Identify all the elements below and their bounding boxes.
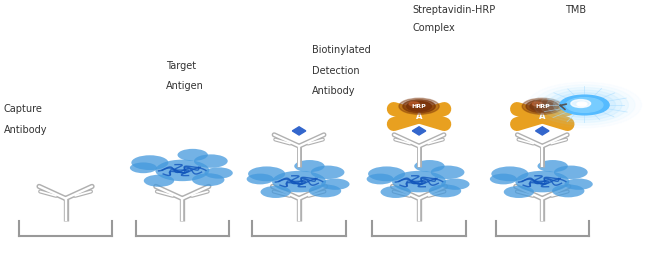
Circle shape — [534, 85, 635, 125]
Circle shape — [522, 98, 562, 114]
Circle shape — [130, 162, 157, 173]
Circle shape — [554, 166, 588, 179]
Circle shape — [131, 155, 168, 170]
Circle shape — [577, 102, 587, 106]
Circle shape — [538, 160, 568, 172]
Circle shape — [192, 173, 224, 186]
Circle shape — [564, 179, 593, 190]
Text: A: A — [416, 112, 422, 121]
Circle shape — [246, 174, 274, 184]
Circle shape — [553, 93, 616, 118]
Text: Antigen: Antigen — [166, 81, 204, 91]
Circle shape — [530, 101, 554, 111]
Text: Antibody: Antibody — [312, 86, 356, 96]
Polygon shape — [412, 127, 426, 135]
Circle shape — [392, 171, 446, 192]
Circle shape — [441, 179, 469, 190]
Text: Biotinylated: Biotinylated — [312, 45, 370, 55]
Circle shape — [526, 100, 558, 113]
Circle shape — [399, 98, 439, 114]
Text: Target: Target — [166, 61, 196, 70]
Circle shape — [380, 186, 411, 198]
Circle shape — [177, 149, 208, 161]
Circle shape — [155, 160, 209, 181]
Circle shape — [491, 166, 528, 181]
Circle shape — [311, 166, 344, 179]
Circle shape — [552, 184, 584, 197]
Circle shape — [571, 100, 591, 107]
Circle shape — [532, 102, 542, 106]
Circle shape — [515, 171, 569, 192]
Circle shape — [367, 174, 394, 184]
Text: HRP: HRP — [411, 104, 426, 109]
Polygon shape — [536, 127, 549, 135]
Circle shape — [321, 179, 350, 190]
Circle shape — [560, 95, 609, 115]
Circle shape — [429, 184, 461, 197]
Circle shape — [368, 166, 405, 181]
Circle shape — [248, 166, 285, 181]
Circle shape — [272, 171, 326, 192]
Circle shape — [431, 166, 465, 179]
Text: TMB: TMB — [565, 5, 586, 15]
Circle shape — [407, 101, 432, 111]
Text: Complex: Complex — [413, 23, 455, 33]
Circle shape — [409, 102, 419, 106]
Circle shape — [547, 90, 622, 120]
Circle shape — [261, 186, 291, 198]
Circle shape — [144, 175, 174, 187]
Circle shape — [566, 98, 603, 112]
Text: Antibody: Antibody — [4, 125, 47, 135]
Circle shape — [490, 174, 517, 184]
Text: HRP: HRP — [535, 104, 550, 109]
Circle shape — [205, 167, 233, 179]
Text: Capture: Capture — [4, 105, 43, 114]
Text: A: A — [539, 112, 545, 121]
Circle shape — [540, 87, 629, 122]
Circle shape — [504, 186, 534, 198]
Circle shape — [309, 184, 341, 197]
Circle shape — [194, 154, 228, 168]
Polygon shape — [292, 127, 306, 135]
Circle shape — [294, 160, 324, 172]
Circle shape — [414, 160, 445, 172]
Circle shape — [560, 95, 609, 115]
Text: Streptavidin-HRP: Streptavidin-HRP — [413, 5, 496, 15]
Text: Detection: Detection — [312, 66, 359, 76]
Circle shape — [403, 100, 436, 113]
